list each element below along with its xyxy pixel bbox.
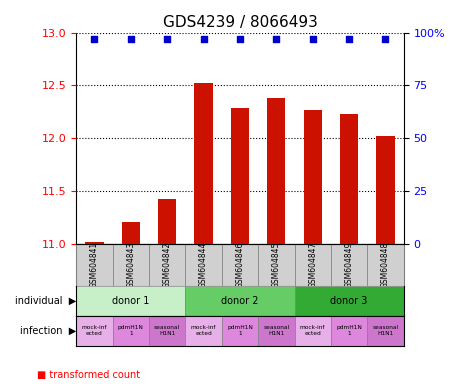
Point [272,36,280,42]
Text: donor 2: donor 2 [221,296,258,306]
Text: donor 1: donor 1 [112,296,149,306]
Text: GSM604843: GSM604843 [126,242,135,288]
Text: mock-inf
ected: mock-inf ected [190,326,216,336]
Bar [366,316,403,346]
Text: infection  ▶: infection ▶ [20,326,76,336]
Text: GSM604844: GSM604844 [199,242,207,288]
Point [381,36,388,42]
Point [90,36,98,42]
Point [163,36,170,42]
Text: mock-inf
ected: mock-inf ected [299,326,325,336]
Title: GDS4239 / 8066493: GDS4239 / 8066493 [162,15,317,30]
Bar [294,316,330,346]
FancyBboxPatch shape [149,243,185,286]
Bar [230,109,248,243]
Bar [339,114,358,243]
FancyBboxPatch shape [257,243,294,286]
Text: GSM604845: GSM604845 [271,242,280,288]
Bar [76,316,112,346]
Bar [85,242,103,243]
Text: seasonal
H1N1: seasonal H1N1 [263,326,289,336]
Bar [375,136,394,243]
Bar [76,286,185,316]
FancyBboxPatch shape [330,243,366,286]
Bar [303,109,321,243]
Point [127,36,134,42]
Text: mock-inf
ected: mock-inf ected [82,326,107,336]
Bar [294,286,403,316]
Text: individual  ▶: individual ▶ [15,296,76,306]
FancyBboxPatch shape [185,243,221,286]
Bar [267,98,285,243]
Bar [185,316,221,346]
Point [236,36,243,42]
Text: GSM604841: GSM604841 [90,242,99,288]
FancyBboxPatch shape [294,243,330,286]
Text: ■ transformed count: ■ transformed count [37,370,140,380]
Text: GSM604848: GSM604848 [380,242,389,288]
Bar [221,316,257,346]
Text: GSM604847: GSM604847 [308,242,317,288]
Text: GSM604842: GSM604842 [162,242,171,288]
Text: GSM604846: GSM604846 [235,242,244,288]
Text: seasonal
H1N1: seasonal H1N1 [372,326,397,336]
FancyBboxPatch shape [221,243,257,286]
Text: donor 3: donor 3 [330,296,367,306]
Text: pdmH1N
1: pdmH1N 1 [118,326,144,336]
Bar [194,83,212,243]
Bar [257,316,294,346]
Text: pdmH1N
1: pdmH1N 1 [336,326,361,336]
Text: pdmH1N
1: pdmH1N 1 [227,326,252,336]
Point [200,36,207,42]
FancyBboxPatch shape [366,243,403,286]
Bar [122,222,140,243]
Point [345,36,352,42]
Text: seasonal
H1N1: seasonal H1N1 [154,326,180,336]
Bar [158,199,176,243]
Bar [149,316,185,346]
Bar [185,286,294,316]
FancyBboxPatch shape [76,243,112,286]
Bar [330,316,366,346]
FancyBboxPatch shape [112,243,149,286]
Point [308,36,316,42]
Bar [112,316,149,346]
Text: GSM604849: GSM604849 [344,242,353,288]
